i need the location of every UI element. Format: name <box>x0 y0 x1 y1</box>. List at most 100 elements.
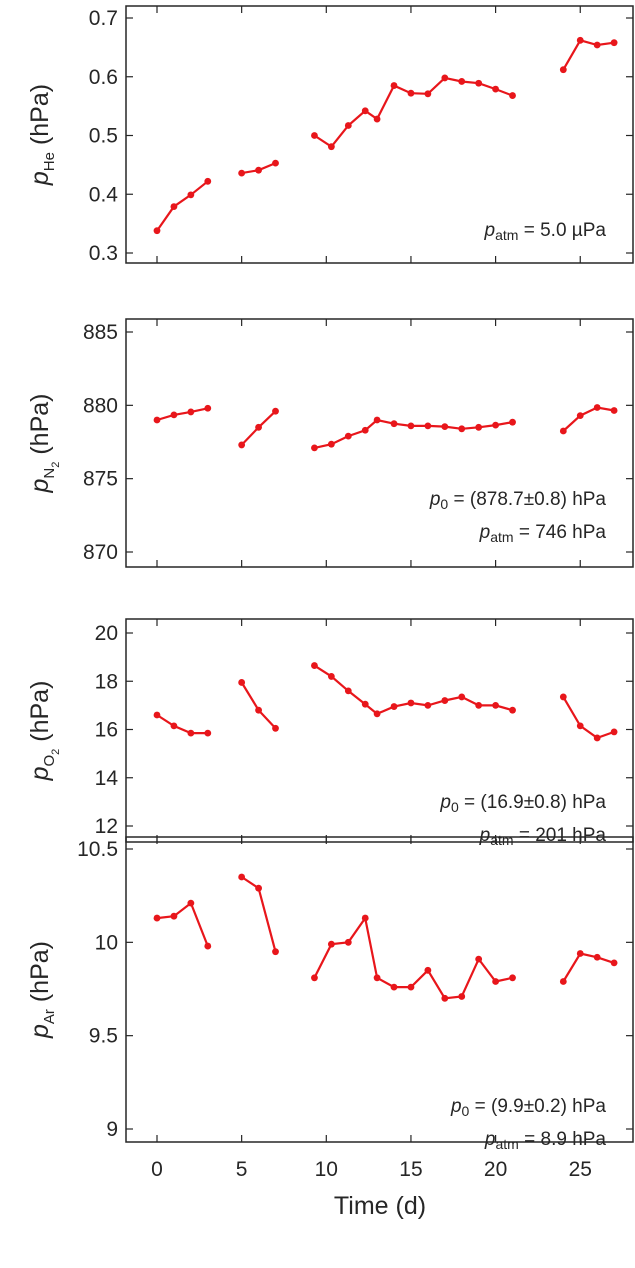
data-point <box>610 728 618 736</box>
x-tick-label: 25 <box>569 1158 592 1181</box>
y-axis-subscript: He <box>41 152 58 171</box>
data-point <box>255 166 262 174</box>
y-axis-label: pN2 (hPa) <box>26 394 62 494</box>
data-point <box>559 66 567 74</box>
data-point <box>344 938 352 946</box>
data-point <box>458 993 466 1000</box>
data-point <box>509 706 516 714</box>
data-point <box>475 79 483 87</box>
annotation-subscript: atm <box>495 227 518 243</box>
series-line <box>562 952 615 983</box>
series-line <box>562 39 615 71</box>
data-point <box>509 418 516 426</box>
y-tick-label: 9 <box>106 1118 118 1141</box>
y-axis-symbol: p <box>26 1024 54 1039</box>
data-point <box>327 440 335 448</box>
y-tick-label: 875 <box>83 468 118 491</box>
data-point <box>272 159 279 167</box>
data-point <box>187 191 195 199</box>
series-line <box>313 76 513 149</box>
data-point <box>170 203 178 210</box>
y-axis-label: pHe (hPa) <box>26 84 58 186</box>
y-axis-unit: (hPa) <box>26 84 54 152</box>
y-axis-subscript: O <box>41 755 58 767</box>
y-axis-label: pO2 (hPa) <box>26 681 62 782</box>
y-tick-label: 0.7 <box>89 7 118 30</box>
annotation: p0 = (9.9±0.2) hPa <box>450 1096 606 1119</box>
annotation: patm = 746 hPa <box>479 522 607 545</box>
data-point <box>458 78 466 85</box>
annotation: patm = 8.9 hPa <box>484 1129 607 1152</box>
data-point <box>475 955 483 963</box>
data-point <box>492 978 499 985</box>
annotation-subscript: atm <box>496 1136 519 1152</box>
y-tick-label: 16 <box>95 719 118 742</box>
annotation-subscript: 0 <box>440 496 448 512</box>
annotation-symbol: p <box>429 489 441 510</box>
data-point <box>407 699 415 707</box>
data-point <box>407 983 415 991</box>
data-point <box>344 432 352 440</box>
data-point <box>390 703 398 710</box>
data-point <box>153 711 161 719</box>
y-tick-label: 0.5 <box>89 125 118 148</box>
data-point <box>327 940 335 948</box>
annotation-text: = (16.9±0.8) hPa <box>459 792 607 813</box>
data-point <box>170 722 178 730</box>
data-point <box>475 423 483 431</box>
data-point <box>187 729 195 737</box>
data-point <box>187 899 195 907</box>
data-point <box>576 36 584 44</box>
data-point <box>373 416 381 424</box>
x-tick-label: 0 <box>151 1158 163 1181</box>
y-axis-unit: (hPa) <box>26 941 54 1009</box>
data-point <box>610 959 618 967</box>
data-point <box>153 227 161 235</box>
data-point <box>204 942 212 950</box>
annotation-subscript: 0 <box>462 1103 470 1119</box>
x-axis-label: Time (d) <box>334 1192 426 1220</box>
axes-frame <box>125 5 634 264</box>
data-point <box>272 407 279 415</box>
data-point <box>255 884 262 892</box>
data-point <box>441 697 449 704</box>
data-point <box>327 143 335 151</box>
data-point <box>187 408 195 416</box>
data-point <box>407 89 415 97</box>
data-point <box>593 953 601 961</box>
data-point <box>153 416 161 424</box>
series-line <box>156 714 208 735</box>
data-point <box>390 82 398 89</box>
data-point <box>153 914 161 922</box>
axes-frame <box>125 318 634 568</box>
data-point <box>204 177 212 185</box>
annotation-subscript: atm <box>490 529 513 545</box>
annotation-subscript: 0 <box>451 799 459 815</box>
annotation-text: = (878.7±0.8) hPa <box>448 489 606 510</box>
y-tick-label: 12 <box>95 815 118 838</box>
axes-frame <box>125 618 634 843</box>
y-tick-label: 10 <box>95 931 118 954</box>
y-axis-unit: (hPa) <box>26 394 54 462</box>
annotation-symbol: p <box>450 1096 462 1117</box>
data-point <box>441 994 449 1002</box>
data-point <box>311 132 318 139</box>
y-tick-label: 10.5 <box>77 838 118 861</box>
data-point <box>441 74 449 82</box>
annotation-text: = 201 hPa <box>514 825 607 846</box>
data-point <box>492 421 499 429</box>
data-point <box>170 912 178 920</box>
data-point <box>492 701 499 709</box>
data-point <box>424 90 432 98</box>
data-point <box>311 974 318 982</box>
data-point <box>361 107 369 115</box>
annotation-text: = (9.9±0.2) hPa <box>469 1096 606 1117</box>
data-point <box>576 722 584 730</box>
series-line <box>156 407 209 422</box>
y-tick-label: 885 <box>83 321 118 344</box>
data-point <box>373 115 381 123</box>
